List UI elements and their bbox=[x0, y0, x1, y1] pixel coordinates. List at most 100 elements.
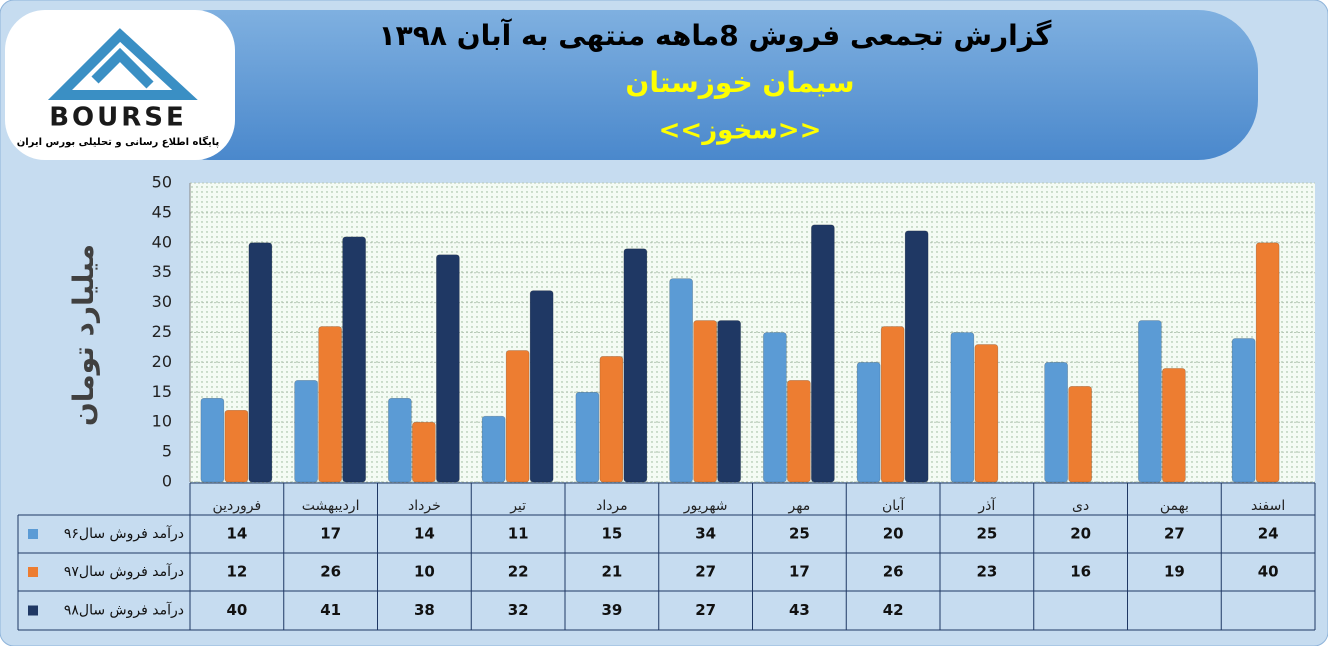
logo-subtitle: پایگاه اطلاع رسانی و تحلیلی بورس ایران bbox=[17, 135, 220, 148]
x-tick-label: آذر bbox=[977, 497, 996, 514]
y-tick-label: 10 bbox=[152, 412, 172, 431]
title-banner bbox=[150, 10, 1258, 160]
table-value: 32 bbox=[508, 601, 529, 619]
bar bbox=[481, 415, 506, 483]
table-value: 12 bbox=[226, 563, 247, 581]
x-tick-label: مهر bbox=[788, 498, 811, 514]
legend-label: درآمد فروش سال۹۸ bbox=[64, 602, 184, 619]
table-value: 19 bbox=[1164, 563, 1185, 581]
table-value: 39 bbox=[601, 601, 622, 619]
logo-text: BOURSE bbox=[49, 103, 187, 133]
x-tick-label: شهریور bbox=[683, 498, 728, 514]
bar bbox=[1138, 320, 1162, 483]
table-value: 27 bbox=[695, 563, 716, 581]
table-value: 14 bbox=[414, 525, 435, 543]
table-value: 34 bbox=[695, 525, 716, 543]
y-tick-label: 35 bbox=[152, 262, 172, 281]
x-tick-label: اسفند bbox=[1251, 498, 1285, 514]
y-axis-label: میلیارد تومان bbox=[67, 244, 100, 426]
bar bbox=[388, 397, 412, 483]
logo-icon bbox=[47, 28, 198, 100]
x-tick-label: دی bbox=[1072, 498, 1089, 514]
bar bbox=[318, 326, 342, 483]
legend-marker bbox=[28, 567, 38, 577]
x-tick-label: بهمن bbox=[1160, 498, 1189, 514]
table-value: 26 bbox=[320, 563, 341, 581]
table-value: 16 bbox=[1070, 563, 1091, 581]
y-tick-label: 20 bbox=[152, 352, 172, 371]
bar bbox=[693, 320, 717, 483]
bar bbox=[763, 332, 787, 483]
bar bbox=[1044, 362, 1068, 483]
bar bbox=[717, 320, 741, 483]
bar bbox=[1162, 368, 1186, 483]
chart-title: گزارش تجمعی فروش 8ماهه منتهی به آبان ۱۳۹… bbox=[379, 18, 1053, 52]
bar bbox=[1068, 386, 1092, 483]
x-tick-label: مرداد bbox=[596, 498, 628, 514]
table-value: 20 bbox=[1070, 525, 1091, 543]
legend-label: درآمد فروش سال۹۶ bbox=[64, 525, 184, 542]
legend-label: درآمد فروش سال۹۷ bbox=[64, 563, 184, 580]
bar bbox=[974, 344, 999, 483]
table-value: 27 bbox=[1164, 525, 1185, 543]
table-value: 22 bbox=[508, 563, 529, 581]
bar bbox=[436, 254, 460, 483]
table-value: 42 bbox=[883, 601, 904, 619]
y-tick-label: 0 bbox=[162, 472, 172, 491]
table-value: 14 bbox=[226, 525, 247, 543]
legend-marker bbox=[28, 605, 38, 616]
y-tick-label: 25 bbox=[152, 322, 172, 341]
table-value: 15 bbox=[601, 525, 622, 543]
x-tick-label: تیر bbox=[509, 498, 526, 514]
bar bbox=[1231, 338, 1256, 483]
y-tick-label: 30 bbox=[152, 292, 172, 311]
y-tick-label: 50 bbox=[152, 173, 172, 192]
symbol: <<سخوز>> bbox=[659, 116, 822, 146]
bar bbox=[505, 350, 530, 483]
table-value: 25 bbox=[789, 525, 810, 543]
x-tick-label: اردیبهشت bbox=[302, 498, 360, 514]
chart-subtitle: سیمان خوزستان bbox=[625, 66, 854, 99]
y-tick-label: 15 bbox=[152, 382, 172, 401]
bar bbox=[200, 397, 225, 483]
table-value: 41 bbox=[320, 601, 341, 619]
bar bbox=[599, 356, 624, 483]
bar bbox=[787, 380, 811, 483]
table-value: 27 bbox=[695, 601, 716, 619]
bar bbox=[880, 326, 905, 483]
logo-box bbox=[5, 10, 235, 160]
table-value: 10 bbox=[414, 563, 435, 581]
table-value: 23 bbox=[976, 563, 997, 581]
x-tick-label: فروردین bbox=[213, 498, 262, 514]
bar bbox=[342, 236, 366, 483]
bar bbox=[811, 224, 835, 483]
x-tick-label: آبان bbox=[882, 497, 905, 514]
bar bbox=[856, 362, 881, 483]
bar bbox=[950, 332, 975, 483]
table-value: 43 bbox=[789, 601, 810, 619]
y-tick-label: 40 bbox=[152, 232, 172, 251]
table-value: 20 bbox=[883, 525, 904, 543]
bar bbox=[904, 230, 929, 483]
bar bbox=[669, 278, 693, 483]
table-value: 11 bbox=[508, 525, 529, 543]
x-tick-label: خرداد bbox=[408, 498, 441, 514]
table-value: 40 bbox=[1258, 563, 1279, 581]
table-value: 17 bbox=[320, 525, 341, 543]
bar bbox=[1255, 242, 1280, 483]
y-tick-label: 45 bbox=[152, 202, 172, 221]
table-value: 24 bbox=[1258, 525, 1279, 543]
bar bbox=[294, 380, 318, 483]
bar bbox=[575, 391, 600, 483]
table-value: 26 bbox=[883, 563, 904, 581]
bar bbox=[224, 409, 249, 483]
bar bbox=[412, 421, 436, 483]
y-tick-label: 5 bbox=[162, 442, 172, 461]
table-value: 21 bbox=[601, 563, 622, 581]
bar bbox=[623, 248, 648, 483]
bar bbox=[529, 290, 554, 483]
table-value: 38 bbox=[414, 601, 435, 619]
table-value: 40 bbox=[226, 601, 247, 619]
bar bbox=[248, 242, 273, 483]
